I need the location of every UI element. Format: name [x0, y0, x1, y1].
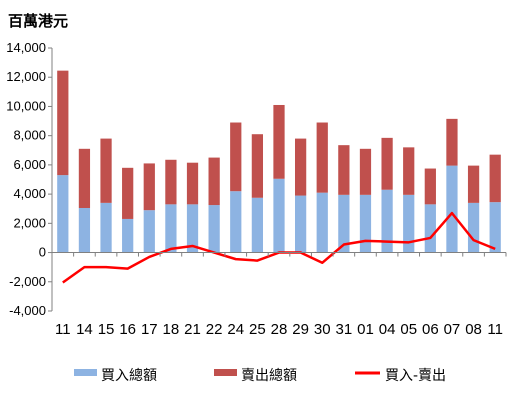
bar-sell [489, 154, 501, 203]
bar-buy [100, 202, 112, 253]
x-tick-label: 08 [465, 321, 482, 338]
x-tick-label: 25 [249, 321, 266, 338]
x-tick-label: 11 [55, 321, 71, 338]
bar-buy [294, 195, 307, 253]
x-tick-label: 04 [379, 321, 396, 338]
legend-label-buy: 買入總額 [101, 367, 157, 384]
bar-buy [446, 165, 458, 253]
bar-sell [78, 148, 91, 208]
bar-sell [230, 122, 242, 192]
x-tick-label: 18 [163, 321, 180, 338]
bar-sell [294, 138, 307, 196]
bar-buy [122, 218, 134, 253]
bar-sell [273, 104, 285, 179]
bar-buy [78, 207, 91, 253]
y-tick-label: 4,000 [13, 186, 46, 201]
y-tick-label: 2,000 [13, 215, 46, 230]
bar-sell [100, 138, 112, 203]
bar-buy [208, 205, 220, 253]
bar-sell [424, 168, 436, 205]
x-tick-label: 07 [444, 321, 461, 338]
bar-buy [57, 175, 69, 253]
bar-sell [381, 137, 393, 190]
bar-buy [251, 197, 264, 253]
bar-buy [230, 191, 242, 253]
y-tick-label: 8,000 [13, 128, 46, 143]
y-tick-label: -4,000 [9, 303, 46, 318]
x-tick-label: 01 [357, 321, 374, 338]
y-tick-label: -2,000 [9, 274, 46, 289]
y-tick-label: 14,000 [6, 40, 46, 55]
x-tick-label: 31 [336, 321, 353, 338]
bar-buy [338, 194, 350, 253]
x-tick-label: 15 [98, 321, 115, 338]
x-tick-label: 30 [314, 321, 331, 338]
legend-swatch-sell [214, 369, 237, 376]
x-tick-label: 16 [119, 321, 136, 338]
bar-buy [359, 194, 372, 253]
bar-sell [122, 167, 134, 219]
x-tick-label: 29 [292, 321, 309, 338]
bar-buy [489, 202, 501, 253]
x-tick-label: 21 [184, 321, 201, 338]
bar-sell [467, 165, 480, 203]
legend-label-net: 買入-賣出 [385, 368, 446, 384]
bar-sell [359, 148, 372, 195]
bar-sell [186, 162, 199, 205]
y-tick-label: 6,000 [13, 157, 46, 172]
y-tick-label: 10,000 [6, 98, 46, 113]
bar-sell [57, 70, 69, 176]
bar-sell [208, 157, 220, 206]
bars [57, 70, 501, 253]
x-tick-label: 28 [271, 321, 288, 338]
x-tick-label: 05 [400, 321, 417, 338]
bar-buy [186, 204, 199, 253]
bar-buy [165, 204, 177, 253]
x-tick-label: 11 [487, 321, 503, 338]
y-tick-label: 12,000 [6, 69, 46, 84]
y-axis: -4,000 -2,000 0 2,000 4,000 6,000 8,000 10,000 1… [6, 40, 53, 318]
bar-sell [251, 134, 264, 198]
y-tick-label: 0 [39, 245, 46, 260]
bar-buy [403, 194, 415, 253]
bar-buy [381, 189, 393, 253]
bar-buy [143, 210, 155, 253]
legend-label-sell: 賣出總額 [241, 367, 297, 384]
bar-buy [424, 204, 436, 253]
bar-buy [273, 178, 285, 253]
bar-sell [143, 163, 155, 211]
x-tick-label: 06 [422, 321, 439, 338]
bar-buy [316, 192, 328, 253]
legend-swatch-buy [74, 369, 97, 376]
bar-sell [403, 147, 415, 195]
x-tick-label: 14 [76, 321, 93, 338]
bar-sell [338, 145, 350, 195]
bar-buy [467, 202, 480, 253]
x-tick-label: 22 [206, 321, 223, 338]
x-axis: 11 14 15 16 17 18 21 22 24 25 28 29 30 31 01 04 05 06 07 08… [51, 252, 507, 338]
legend: 買入總額 賣出總額 買入-賣出 [74, 367, 446, 384]
unit-label: 百萬港元 [8, 12, 69, 30]
bar-sell [446, 118, 458, 166]
bar-sell [316, 122, 328, 193]
x-tick-label: 24 [227, 321, 244, 338]
bar-sell [165, 159, 177, 205]
x-tick-label: 17 [141, 321, 158, 338]
